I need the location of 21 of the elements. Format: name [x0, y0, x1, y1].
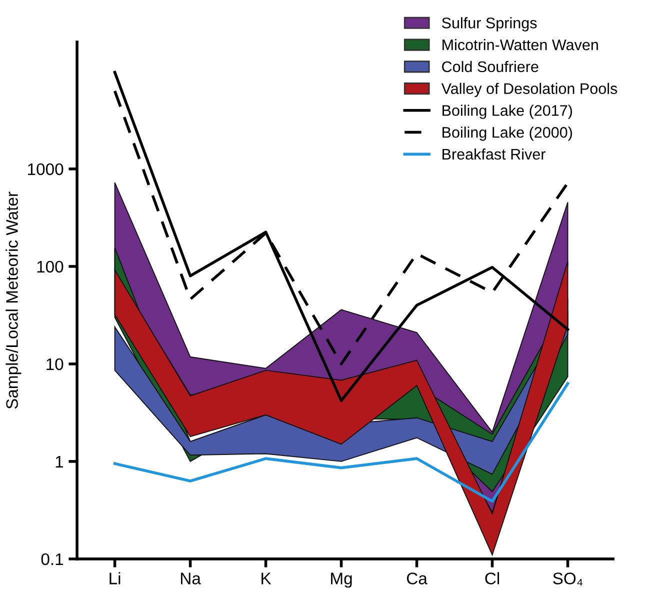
y-tick-label: 0.1	[41, 553, 64, 566]
x-tick-label: Cl	[485, 572, 500, 584]
x-tick-label: SO₄	[553, 572, 583, 586]
legend-label: Boiling Lake (2017)	[442, 104, 572, 119]
y-tick-label: 10	[46, 358, 64, 370]
legend-label: Valley of Desolation Pools	[441, 82, 618, 98]
line-series	[113, 382, 570, 503]
y-tick-label: 100	[37, 260, 64, 273]
legend-label: Cold Soufriere	[442, 60, 538, 72]
legend-label: Boiling Lake (2000)	[442, 126, 572, 141]
y-axis-title: Sample/Local Meteoric Water	[6, 192, 22, 409]
legend-label: Breakfast River	[442, 148, 546, 160]
y-tick-label: 1000	[28, 163, 64, 176]
y-tick-label: 1	[56, 456, 64, 468]
x-tick-label: Ca	[406, 572, 428, 584]
x-tick-label: Na	[181, 572, 201, 584]
legend-label: Sulfur Springs	[442, 17, 537, 32]
legend-label: Micotrin-Watten Waven	[442, 39, 598, 50]
x-tick-label: Li	[110, 572, 120, 584]
x-tick-label: Mg	[331, 572, 352, 588]
x-tick-label: K	[262, 572, 272, 584]
